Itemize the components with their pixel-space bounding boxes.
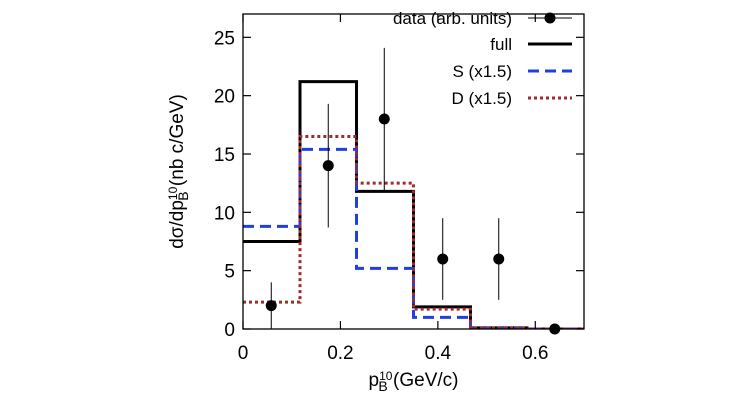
data-point-1 — [322, 160, 334, 172]
legend-label-data: data (arb. units) — [393, 9, 512, 28]
legend-label-2: D (x1.5) — [452, 89, 512, 108]
x-axis-title-main: p — [368, 370, 379, 391]
y-tick-label-0: 0 — [224, 320, 235, 341]
y-axis-title-sub: B — [175, 191, 191, 200]
x-tick-label-2: 0.4 — [425, 343, 452, 364]
data-point-2 — [378, 113, 390, 125]
y-tick-label-4: 20 — [214, 87, 235, 108]
y-tick-label-3: 15 — [214, 145, 235, 166]
series-line-1 — [243, 147, 584, 329]
data-point-4 — [493, 253, 505, 265]
series-line-0 — [243, 80, 584, 329]
x-axis-title-sub: B — [378, 378, 387, 394]
legend-label-0: full — [490, 35, 512, 54]
y-tick-label-1: 5 — [224, 262, 235, 283]
y-axis-title-rest: (nb c/GeV) — [167, 94, 188, 191]
y-axis-title-main: dσ/dp — [167, 200, 188, 249]
series-line-2 — [243, 135, 584, 329]
y-axis-title-sup: 10 — [166, 186, 180, 200]
legend-data-marker — [544, 12, 556, 24]
y-tick-label-2: 10 — [214, 203, 235, 224]
x-tick-label-1: 0.2 — [327, 343, 353, 364]
x-tick-label-0: 0 — [238, 343, 249, 364]
x-axis-title-rest: (GeV/c) — [388, 370, 459, 391]
x-tick-label-3: 0.6 — [522, 343, 548, 364]
y-tick-label-5: 25 — [214, 28, 235, 49]
data-point-3 — [437, 253, 449, 265]
x-axis-title-sup: 10 — [379, 369, 393, 383]
plot-frame — [242, 13, 585, 330]
y-axis-title: dσ/dp10B (nb c/GeV) — [166, 94, 191, 249]
x-axis-title: p10 B (GeV/c) — [368, 369, 458, 394]
legend-label-1: S (x1.5) — [452, 62, 512, 81]
data-point-0 — [265, 300, 277, 312]
